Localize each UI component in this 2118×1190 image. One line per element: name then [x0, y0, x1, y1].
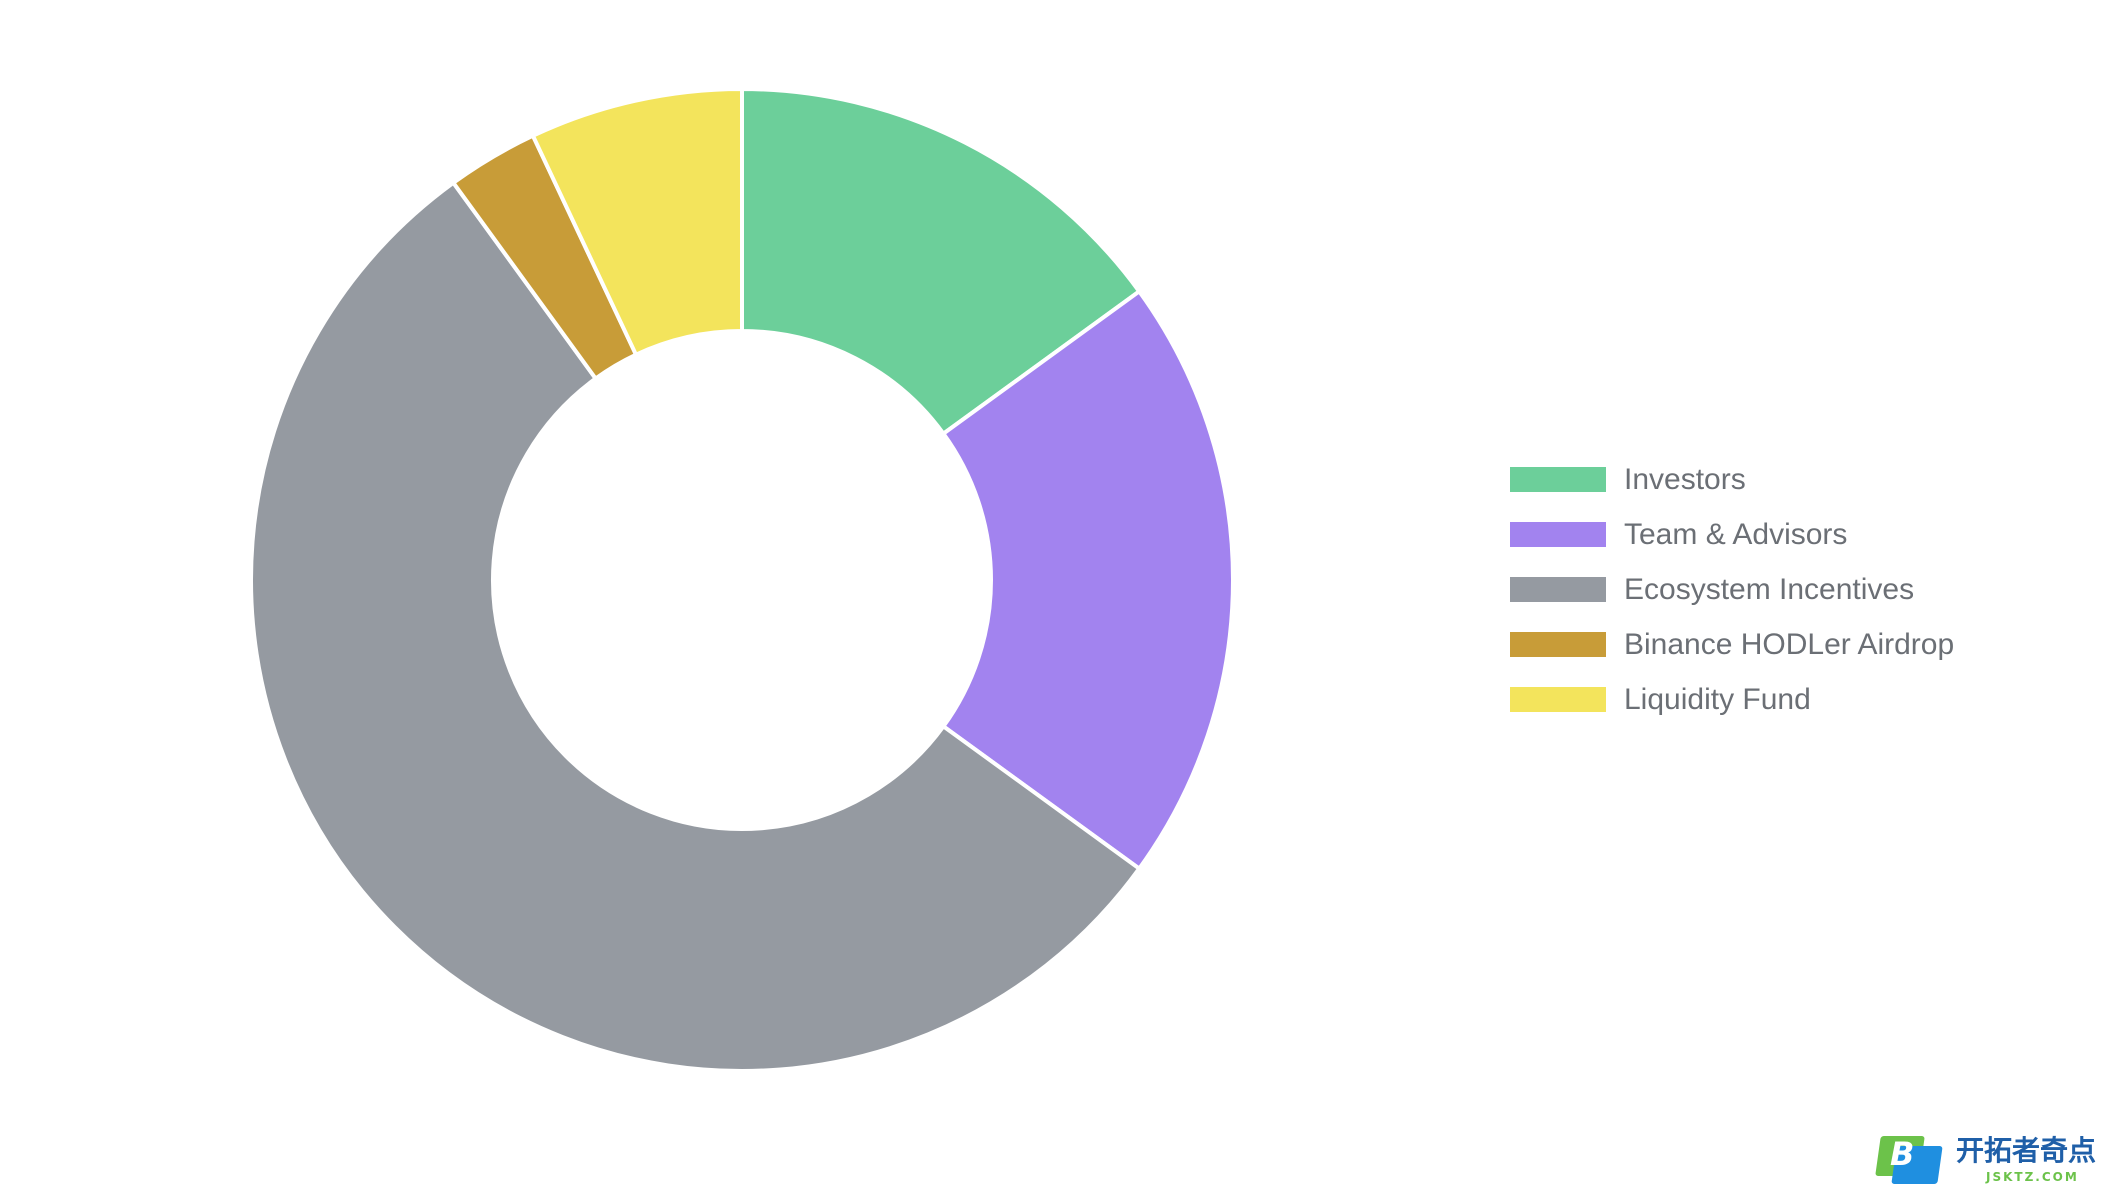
slice-liquidity-fund — [530, 87, 744, 357]
legend-item-investors: Investors — [1510, 452, 1954, 507]
legend-label: Team & Advisors — [1624, 517, 1848, 551]
legend-swatch — [1510, 632, 1606, 657]
slice-investors — [740, 87, 1142, 436]
slice-team-and-advisors — [941, 289, 1236, 871]
legend-item-ecosystem-incentives: Ecosystem Incentives — [1510, 562, 1954, 617]
legend-label: Investors — [1624, 462, 1746, 496]
legend-label: Binance HODLer Airdrop — [1624, 627, 1955, 661]
brand-name: 开拓者奇点 — [1956, 1134, 2097, 1167]
legend-label: Ecosystem Incentives — [1624, 572, 1915, 606]
brand-logo-icon: B — [1875, 1132, 1944, 1186]
legend-item-team-and-advisors: Team & Advisors — [1510, 507, 1954, 562]
watermark: B 开拓者奇点 JSKTZ.COM — [1875, 1132, 2108, 1188]
legend-item-binance-hodler-airdrop: Binance HODLer Airdrop — [1510, 617, 1954, 672]
legend-label: Liquidity Fund — [1624, 682, 1811, 716]
legend-swatch — [1510, 522, 1606, 547]
legend-swatch — [1510, 577, 1606, 602]
legend-swatch — [1510, 467, 1606, 492]
donut-slices — [249, 87, 1236, 1073]
legend-swatch — [1510, 687, 1606, 712]
legend-item-liquidity-fund: Liquidity Fund — [1510, 672, 1954, 727]
chart-legend: Investors Team & Advisors Ecosystem Incent… — [1510, 452, 1954, 727]
brand-url: JSKTZ.COM — [1986, 1170, 2079, 1184]
brand-logo-letter: B — [1890, 1135, 1915, 1173]
slice-ecosystem-incentives — [249, 180, 1142, 1073]
